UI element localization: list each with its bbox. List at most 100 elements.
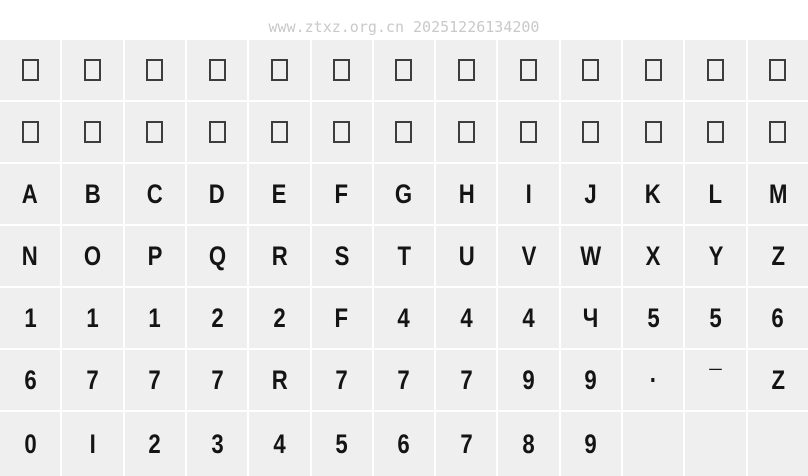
glyph-cell: H bbox=[436, 164, 497, 224]
glyph-char: I bbox=[89, 428, 96, 459]
glyph-cell: V bbox=[498, 226, 559, 286]
glyph-char: O bbox=[83, 240, 102, 271]
missing-glyph-box-icon bbox=[395, 121, 413, 143]
glyph-char: 5 bbox=[647, 302, 660, 333]
glyph-cell bbox=[685, 102, 746, 162]
glyph-cell: 7 bbox=[186, 350, 248, 410]
glyph-char: F bbox=[334, 302, 349, 333]
glyph-char: P bbox=[147, 240, 163, 271]
glyph-char: 2 bbox=[148, 428, 161, 459]
glyph-cell: 1 bbox=[124, 288, 185, 348]
glyph-cell: K bbox=[623, 164, 684, 224]
glyph-cell bbox=[249, 102, 310, 162]
glyph-char: Ч bbox=[583, 302, 599, 333]
glyph-cell: · bbox=[623, 350, 684, 410]
glyph-cell bbox=[498, 40, 559, 100]
glyph-cell: 9 bbox=[498, 350, 559, 410]
glyph-char: 7 bbox=[460, 364, 473, 395]
glyph-cell bbox=[498, 102, 559, 162]
glyph-cell: F bbox=[311, 164, 372, 224]
glyph-char: 1 bbox=[148, 302, 161, 333]
glyph-cell: 5 bbox=[685, 288, 746, 348]
missing-glyph-box-icon bbox=[457, 121, 475, 143]
glyph-cell: E bbox=[249, 164, 310, 224]
glyph-cell: P bbox=[124, 226, 185, 286]
glyph-cell: X bbox=[623, 226, 684, 286]
glyph-char: I bbox=[525, 178, 532, 209]
glyph-cell: I bbox=[498, 164, 559, 224]
glyph-cell: N bbox=[0, 226, 61, 286]
glyph-cell bbox=[311, 40, 372, 100]
missing-glyph-box-icon bbox=[146, 121, 164, 143]
glyph-char: Q bbox=[208, 240, 226, 271]
glyph-char: 4 bbox=[522, 302, 535, 333]
glyph-char: 7 bbox=[335, 364, 348, 395]
glyph-char: 7 bbox=[397, 364, 411, 395]
glyph-cell bbox=[62, 40, 123, 100]
glyph-cell: 9 bbox=[560, 412, 622, 476]
glyph-char: E bbox=[271, 178, 287, 209]
missing-glyph-box-icon bbox=[21, 59, 39, 81]
glyph-cell: 0 bbox=[0, 412, 61, 476]
glyph-cell bbox=[186, 102, 248, 162]
glyph-cell: S bbox=[311, 226, 372, 286]
glyph-cell bbox=[560, 40, 622, 100]
glyph-cell: J bbox=[560, 164, 622, 224]
glyph-cell: Z bbox=[747, 350, 808, 410]
missing-glyph-box-icon bbox=[146, 59, 164, 81]
watermark-text: www.ztxz.org.cn 20251226134200 bbox=[268, 18, 540, 36]
glyph-char: V bbox=[521, 240, 536, 271]
missing-glyph-box-icon bbox=[457, 59, 475, 81]
glyph-char: H bbox=[458, 178, 475, 209]
missing-glyph-box-icon bbox=[644, 121, 662, 143]
glyph-cell bbox=[186, 40, 248, 100]
glyph-char: 3 bbox=[210, 428, 224, 459]
glyph-char: 9 bbox=[584, 364, 598, 395]
glyph-char: N bbox=[22, 240, 39, 271]
glyph-cell: 7 bbox=[124, 350, 185, 410]
glyph-cell: T bbox=[373, 226, 435, 286]
glyph-cell: R bbox=[249, 350, 310, 410]
glyph-char: 6 bbox=[23, 364, 37, 395]
missing-glyph-box-icon bbox=[270, 121, 288, 143]
glyph-cell bbox=[685, 40, 746, 100]
missing-glyph-box-icon bbox=[208, 59, 226, 81]
glyph-cell: M bbox=[747, 164, 808, 224]
glyph-char: Y bbox=[708, 240, 723, 271]
glyph-char: C bbox=[146, 178, 163, 209]
missing-glyph-box-icon bbox=[582, 121, 600, 143]
glyph-char: M bbox=[768, 178, 788, 209]
glyph-cell: 5 bbox=[623, 288, 684, 348]
glyph-char: Z bbox=[771, 240, 785, 271]
glyph-char: 4 bbox=[460, 302, 473, 333]
glyph-char: F bbox=[334, 178, 349, 209]
glyph-cell: 8 bbox=[498, 412, 559, 476]
glyph-cell bbox=[436, 40, 497, 100]
glyph-cell: 7 bbox=[62, 350, 123, 410]
glyph-cell bbox=[62, 102, 123, 162]
glyph-cell: U bbox=[436, 226, 497, 286]
glyph-cell bbox=[311, 102, 372, 162]
missing-glyph-box-icon bbox=[582, 59, 600, 81]
glyph-cell: Y bbox=[685, 226, 746, 286]
glyph-char: 1 bbox=[23, 302, 37, 333]
glyph-cell bbox=[623, 40, 684, 100]
glyph-char: 7 bbox=[86, 364, 99, 395]
glyph-cell: Z bbox=[747, 226, 808, 286]
glyph-cell bbox=[373, 102, 435, 162]
glyph-cell bbox=[747, 40, 808, 100]
glyph-cell bbox=[124, 40, 185, 100]
glyph-cell: ¯ bbox=[685, 350, 746, 410]
glyph-char: W bbox=[580, 240, 602, 271]
glyph-char: · bbox=[649, 364, 657, 395]
glyph-cell: Q bbox=[186, 226, 248, 286]
glyph-cell: 1 bbox=[0, 288, 61, 348]
glyph-cell: C bbox=[124, 164, 185, 224]
glyph-char: X bbox=[645, 240, 661, 271]
missing-glyph-box-icon bbox=[520, 59, 538, 81]
glyph-char: Z bbox=[771, 364, 785, 395]
glyph-char: 2 bbox=[273, 302, 286, 333]
missing-glyph-box-icon bbox=[21, 121, 39, 143]
glyph-cell: 5 bbox=[311, 412, 372, 476]
